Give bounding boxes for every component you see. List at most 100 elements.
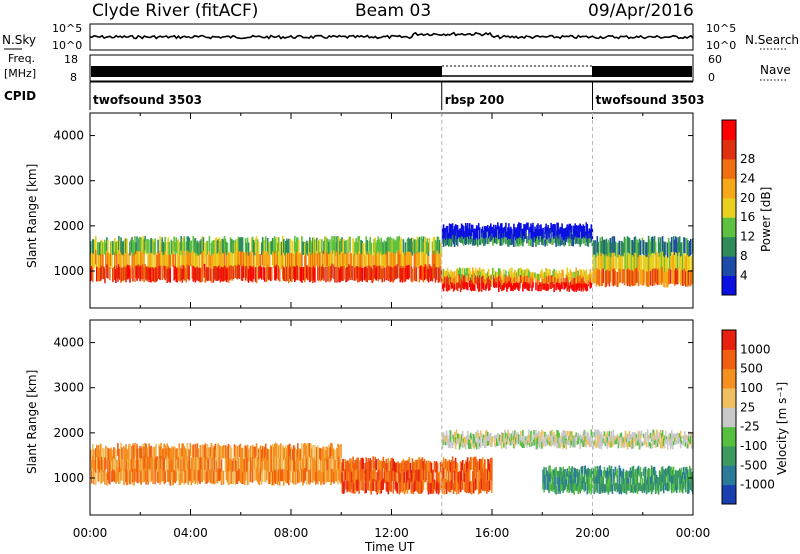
scatter-cell — [633, 436, 636, 441]
scatter-cell — [449, 239, 452, 247]
scatter-cell — [313, 458, 315, 470]
scatter-cell — [552, 224, 554, 232]
scatter-cell — [476, 269, 479, 277]
scatter-cell — [316, 250, 318, 265]
scatter-cell — [470, 224, 473, 231]
scatter-cell — [168, 459, 170, 471]
scatter-cell — [398, 250, 401, 265]
scatter-cell — [683, 441, 685, 446]
scatter-cell — [151, 239, 153, 254]
scatter-cell — [348, 463, 350, 473]
scatter-cell — [517, 437, 519, 443]
scatter-cell — [585, 469, 588, 477]
scatter-cell — [116, 470, 118, 483]
scatter-cell — [430, 472, 433, 484]
scatter-cell — [520, 275, 522, 283]
scatter-cell — [573, 278, 575, 286]
scatter-cell — [411, 241, 414, 256]
scatter-cell — [529, 226, 531, 233]
scatter-cell — [357, 266, 359, 283]
scatter-cell — [668, 255, 671, 270]
scatter-cell — [611, 252, 614, 270]
scatter-cell — [236, 446, 239, 459]
scatter-cell — [394, 471, 397, 481]
scatter-cell — [298, 470, 300, 483]
scatter-cell — [449, 462, 452, 473]
scatter-cell — [415, 240, 418, 255]
scatter-cell — [442, 283, 445, 292]
scatter-cell — [194, 457, 197, 471]
scatter-cell — [516, 232, 518, 239]
scatter-cell — [239, 456, 242, 470]
scatter-cell — [165, 460, 167, 473]
scatter-cell — [547, 437, 549, 442]
scatter-cell — [684, 479, 686, 487]
scatter-cell — [269, 445, 272, 458]
scatter-cell — [315, 448, 317, 461]
scatter-cell — [396, 264, 399, 279]
scatter-cell — [405, 470, 408, 481]
scatter-cell — [134, 251, 136, 267]
scatter-cell — [550, 222, 552, 230]
scatter-cell — [194, 267, 197, 283]
scatter-cell — [487, 432, 489, 437]
scatter-cell — [196, 266, 199, 280]
scatter-cell — [123, 458, 125, 473]
scatter-cell — [555, 438, 557, 443]
scatter-cell — [630, 269, 633, 285]
scatter-cell — [314, 456, 316, 470]
scatter-cell — [570, 225, 572, 233]
scatter-cell — [634, 441, 637, 447]
scatter-cell — [660, 482, 663, 491]
scatter-cell — [664, 482, 667, 491]
scatter-cell — [651, 475, 654, 484]
scatter-cell — [374, 237, 376, 252]
scatter-cell — [495, 236, 497, 244]
scatter-cell — [359, 240, 361, 255]
scatter-cell — [365, 236, 367, 252]
scatter-cell — [125, 267, 127, 283]
scatter-cell — [464, 459, 467, 471]
scatter-cell — [195, 267, 198, 281]
scatter-cell — [297, 237, 299, 252]
scatter-cell — [321, 449, 323, 461]
scatter-cell — [321, 239, 323, 254]
scatter-cell — [462, 438, 465, 443]
scatter-cell — [369, 251, 371, 266]
scatter-cell — [423, 241, 426, 255]
scatter-cell — [272, 253, 275, 268]
power-colorbar-label: Power [dB] — [759, 187, 773, 252]
scatter-cell — [516, 434, 518, 438]
scatter-cell — [566, 231, 568, 240]
scatter-cell — [399, 240, 402, 255]
scatter-cell — [278, 255, 281, 269]
scatter-cell — [108, 471, 110, 484]
scatter-cell — [446, 435, 449, 441]
scatter-cell — [662, 241, 665, 257]
scatter-cell — [205, 267, 208, 281]
scatter-cell — [474, 275, 477, 284]
scatter-cell — [430, 267, 433, 281]
scatter-cell — [558, 276, 560, 284]
scatter-cell — [454, 235, 457, 242]
scatter-cell — [261, 237, 264, 252]
scatter-cell — [133, 255, 135, 270]
scatter-cell — [245, 447, 248, 460]
scatter-cell — [177, 456, 179, 469]
scatter-cell — [550, 430, 552, 437]
scatter-cell — [579, 485, 581, 494]
scatter-cell — [566, 282, 568, 292]
scatter-cell — [280, 255, 283, 270]
scatter-cell — [477, 472, 480, 484]
scatter-cell — [164, 236, 166, 252]
scatter-cell — [106, 446, 108, 460]
scatter-cell — [670, 237, 673, 253]
scatter-cell — [292, 460, 294, 473]
scatter-cell — [505, 270, 507, 277]
scatter-cell — [467, 239, 470, 245]
scatter-cell — [567, 436, 569, 440]
scatter-cell — [577, 225, 579, 232]
scatter-cell — [500, 270, 502, 278]
scatter-cell — [498, 437, 500, 442]
scatter-cell — [468, 274, 471, 281]
